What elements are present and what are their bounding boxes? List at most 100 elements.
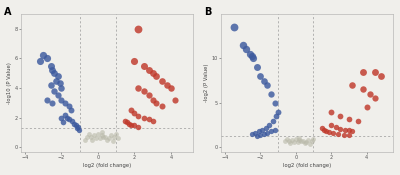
Point (44, 57, 50, 60)
Point (115, 137, 121, 140)
Point (122, 119, 128, 122)
Point (321, 128, 327, 131)
Point (259, 128, 265, 131)
Point (346, 117, 352, 120)
Point (372, 97, 378, 100)
Point (49, 101, 56, 104)
Y-axis label: -log10 (P Value): -log10 (P Value) (7, 62, 12, 104)
Point (243, 48, 250, 51)
Point (291, 141, 297, 143)
Point (262, 126, 269, 129)
Point (300, 140, 306, 142)
Point (98, 131, 105, 134)
Point (164, 84, 170, 86)
Point (159, 79, 165, 82)
Y-axis label: -log2 (P Value): -log2 (P Value) (204, 64, 209, 102)
Point (91, 134, 98, 137)
Point (333, 125, 340, 128)
Point (305, 139, 311, 142)
Point (60, 121, 66, 124)
Point (256, 130, 262, 133)
Point (282, 140, 288, 142)
Point (146, 118, 152, 121)
Point (248, 55, 255, 58)
Point (257, 75, 264, 78)
Point (257, 134, 264, 136)
Point (378, 75, 384, 78)
Point (337, 115, 343, 118)
Point (93, 137, 99, 140)
Point (294, 141, 301, 143)
Point (250, 57, 256, 60)
Point (286, 140, 292, 142)
Point (287, 142, 294, 144)
Point (342, 128, 348, 131)
Point (82, 139, 88, 141)
Point (289, 139, 296, 142)
Point (131, 112, 138, 115)
Point (106, 137, 112, 140)
Point (354, 119, 361, 122)
Point (71, 122, 78, 125)
Point (346, 129, 352, 132)
X-axis label: log2 (fold change): log2 (fold change) (83, 163, 131, 168)
Point (135, 115, 141, 118)
Point (51, 89, 57, 92)
Point (146, 69, 152, 72)
Point (270, 119, 276, 122)
Point (124, 121, 130, 124)
Point (128, 109, 134, 112)
Point (246, 52, 253, 55)
Point (296, 137, 302, 140)
Point (271, 101, 278, 104)
Point (98, 134, 105, 137)
Point (135, 27, 141, 30)
Point (346, 134, 352, 136)
Point (109, 140, 116, 143)
Point (74, 127, 80, 130)
Point (284, 138, 290, 141)
Point (53, 79, 59, 82)
Point (303, 141, 310, 143)
Point (131, 124, 138, 127)
Point (172, 98, 178, 101)
Point (51, 72, 57, 75)
Point (131, 60, 138, 63)
Point (76, 128, 82, 131)
Point (97, 137, 103, 140)
Point (146, 94, 152, 97)
Point (113, 133, 120, 135)
Point (47, 84, 54, 86)
Point (159, 104, 165, 107)
Point (326, 131, 332, 134)
Point (367, 92, 373, 95)
Point (330, 132, 336, 135)
Point (150, 72, 156, 75)
Point (323, 130, 329, 133)
Point (302, 142, 308, 144)
Point (372, 70, 378, 73)
Point (335, 133, 342, 135)
Point (108, 134, 114, 137)
Point (58, 116, 65, 119)
Point (168, 87, 174, 89)
Point (66, 118, 72, 121)
X-axis label: log2 (fold change): log2 (fold change) (283, 163, 331, 168)
Point (36, 60, 43, 63)
Point (337, 127, 343, 130)
Point (150, 98, 156, 101)
Point (340, 134, 347, 136)
Point (349, 84, 356, 86)
Point (49, 69, 56, 72)
Point (58, 98, 65, 101)
Point (360, 70, 366, 73)
Point (111, 136, 118, 138)
Point (292, 138, 299, 141)
Point (55, 94, 61, 97)
Point (153, 101, 160, 104)
Point (319, 126, 326, 129)
Point (268, 130, 274, 133)
Point (363, 106, 370, 109)
Point (56, 82, 63, 85)
Point (275, 110, 281, 113)
